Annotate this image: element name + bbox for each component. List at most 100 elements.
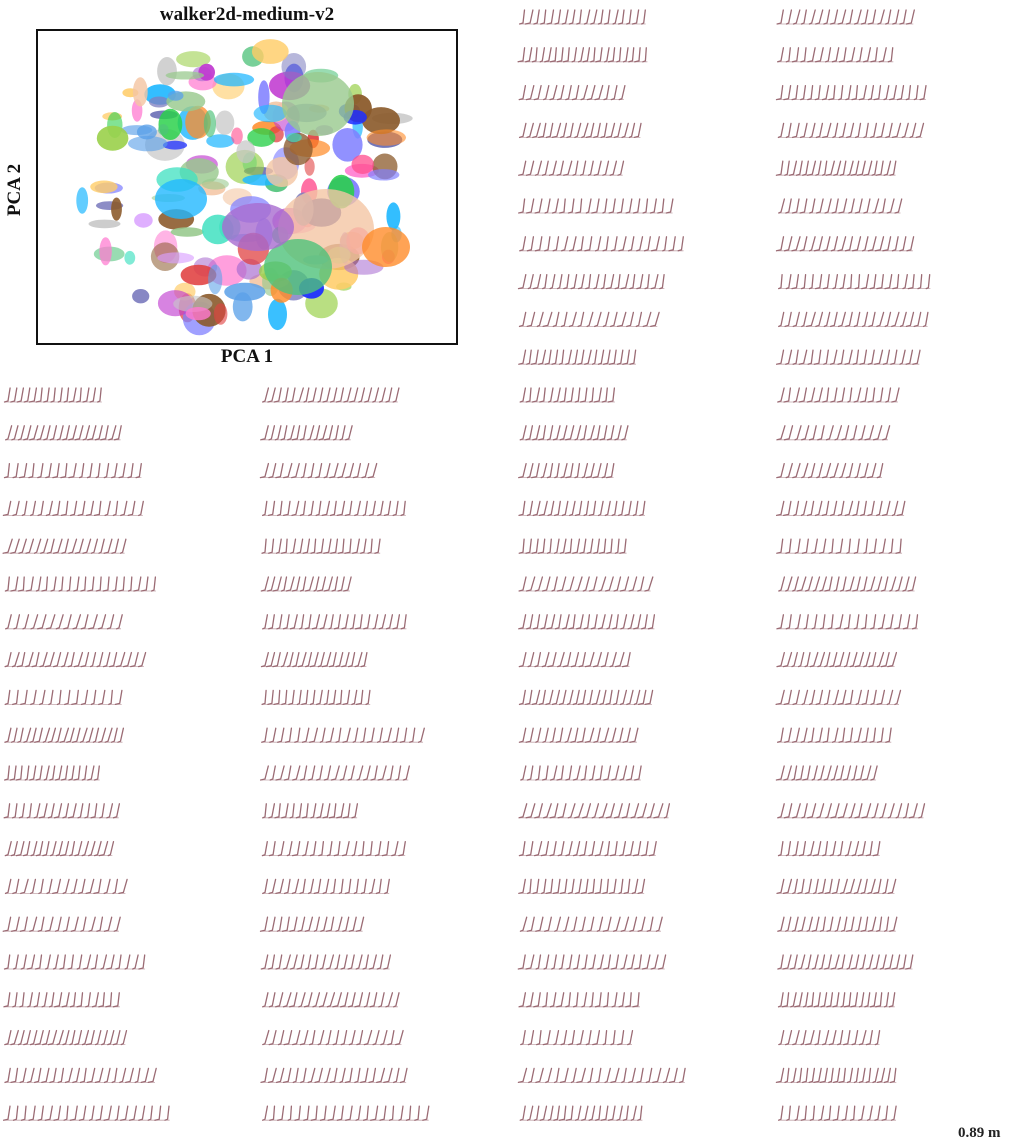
walker-pose bbox=[395, 1029, 404, 1046]
walker-pose bbox=[657, 954, 667, 970]
walker-pose bbox=[525, 425, 534, 441]
walker-pose bbox=[612, 916, 621, 932]
walker-pose bbox=[581, 992, 588, 1008]
walker-pose bbox=[103, 916, 113, 932]
walker-pose bbox=[619, 538, 627, 554]
walker-pose bbox=[874, 349, 884, 365]
walker-pose bbox=[61, 538, 69, 554]
trajectory-strip bbox=[4, 651, 147, 668]
walker-pose bbox=[341, 651, 350, 668]
walker-pose bbox=[56, 689, 62, 706]
walker-pose bbox=[857, 840, 866, 857]
walker-pose bbox=[880, 651, 890, 668]
walker-pose bbox=[569, 500, 576, 517]
walker-pose bbox=[17, 425, 25, 441]
walker-pose bbox=[830, 387, 838, 403]
walker-pose bbox=[818, 1105, 825, 1121]
walker-pose bbox=[821, 462, 832, 479]
walker-pose bbox=[118, 878, 128, 895]
walker-pose bbox=[299, 425, 307, 441]
walker-pose bbox=[630, 1105, 637, 1121]
walker-pose bbox=[775, 160, 784, 176]
walker-pose bbox=[861, 689, 870, 706]
walker-pose bbox=[269, 727, 277, 743]
walker-pose bbox=[525, 47, 533, 63]
trajectory-strip bbox=[262, 1029, 404, 1046]
walker-pose bbox=[879, 954, 887, 970]
walker-pose bbox=[876, 122, 885, 139]
walker-pose bbox=[620, 614, 628, 630]
walker-pose bbox=[301, 689, 309, 706]
walker-pose bbox=[845, 9, 854, 25]
walker-pose bbox=[792, 1029, 800, 1046]
walker-pose bbox=[802, 1067, 809, 1084]
walker-pose bbox=[277, 1029, 285, 1046]
walker-pose bbox=[837, 311, 846, 328]
walker-pose bbox=[290, 538, 297, 554]
walker-pose bbox=[98, 538, 105, 554]
walker-pose bbox=[831, 47, 840, 63]
walker-pose bbox=[603, 9, 611, 25]
walker-pose bbox=[44, 916, 54, 932]
walker-pose bbox=[335, 387, 345, 403]
walker-pose bbox=[783, 803, 793, 819]
walker-pose bbox=[565, 349, 572, 365]
walker-pose bbox=[816, 462, 824, 479]
walker-pose bbox=[823, 689, 831, 706]
walker-pose bbox=[29, 878, 37, 895]
walker-pose bbox=[387, 1029, 395, 1046]
walker-pose bbox=[81, 1029, 90, 1046]
walker-pose bbox=[784, 160, 790, 176]
walker-pose bbox=[22, 840, 31, 857]
walker-pose bbox=[67, 954, 74, 970]
walker-pose bbox=[549, 765, 558, 781]
trajectory-strip bbox=[518, 9, 646, 25]
cluster-blob bbox=[351, 154, 374, 174]
walker-pose bbox=[287, 1105, 293, 1121]
walker-pose bbox=[61, 651, 69, 668]
walker-pose bbox=[90, 954, 99, 970]
walker-pose bbox=[822, 273, 830, 290]
cluster-blob bbox=[282, 72, 354, 136]
walker-pose bbox=[37, 1105, 44, 1121]
walker-pose bbox=[103, 1105, 112, 1121]
walker-pose bbox=[898, 954, 907, 970]
walker-pose bbox=[322, 878, 330, 895]
walker-pose bbox=[561, 500, 569, 517]
scatter-svg bbox=[36, 29, 458, 345]
walker-pose bbox=[19, 992, 25, 1008]
walker-pose bbox=[299, 500, 306, 517]
walker-pose bbox=[303, 387, 310, 403]
walker-pose bbox=[872, 954, 880, 970]
walker-pose bbox=[518, 462, 527, 479]
trajectory-strip bbox=[519, 916, 663, 932]
walker-pose bbox=[819, 538, 827, 554]
walker-pose bbox=[368, 1067, 377, 1084]
trajectory-strip bbox=[4, 727, 125, 743]
trajectory-strip bbox=[261, 727, 425, 743]
walker-pose bbox=[533, 84, 542, 101]
walker-pose bbox=[313, 878, 322, 895]
walker-pose bbox=[73, 576, 80, 592]
walker-pose bbox=[4, 765, 10, 781]
walker-pose bbox=[281, 916, 290, 932]
walker-pose bbox=[785, 273, 792, 290]
walker-pose bbox=[822, 236, 831, 252]
walker-pose bbox=[337, 462, 347, 479]
walker-pose bbox=[922, 311, 929, 328]
walker-pose bbox=[607, 387, 616, 403]
cluster-blob bbox=[201, 178, 229, 190]
walker-pose bbox=[127, 576, 133, 592]
walker-pose bbox=[646, 803, 655, 819]
walker-pose bbox=[832, 689, 840, 706]
walker-pose bbox=[343, 576, 352, 592]
walker-pose bbox=[367, 538, 373, 554]
walker-pose bbox=[895, 576, 903, 592]
walker-pose bbox=[38, 878, 44, 895]
walker-pose bbox=[556, 273, 563, 290]
walker-pose bbox=[553, 387, 561, 403]
cluster-blob bbox=[206, 134, 235, 148]
walker-pose bbox=[595, 765, 603, 781]
walker-pose bbox=[120, 1029, 128, 1046]
trajectory-strip bbox=[2, 538, 127, 554]
